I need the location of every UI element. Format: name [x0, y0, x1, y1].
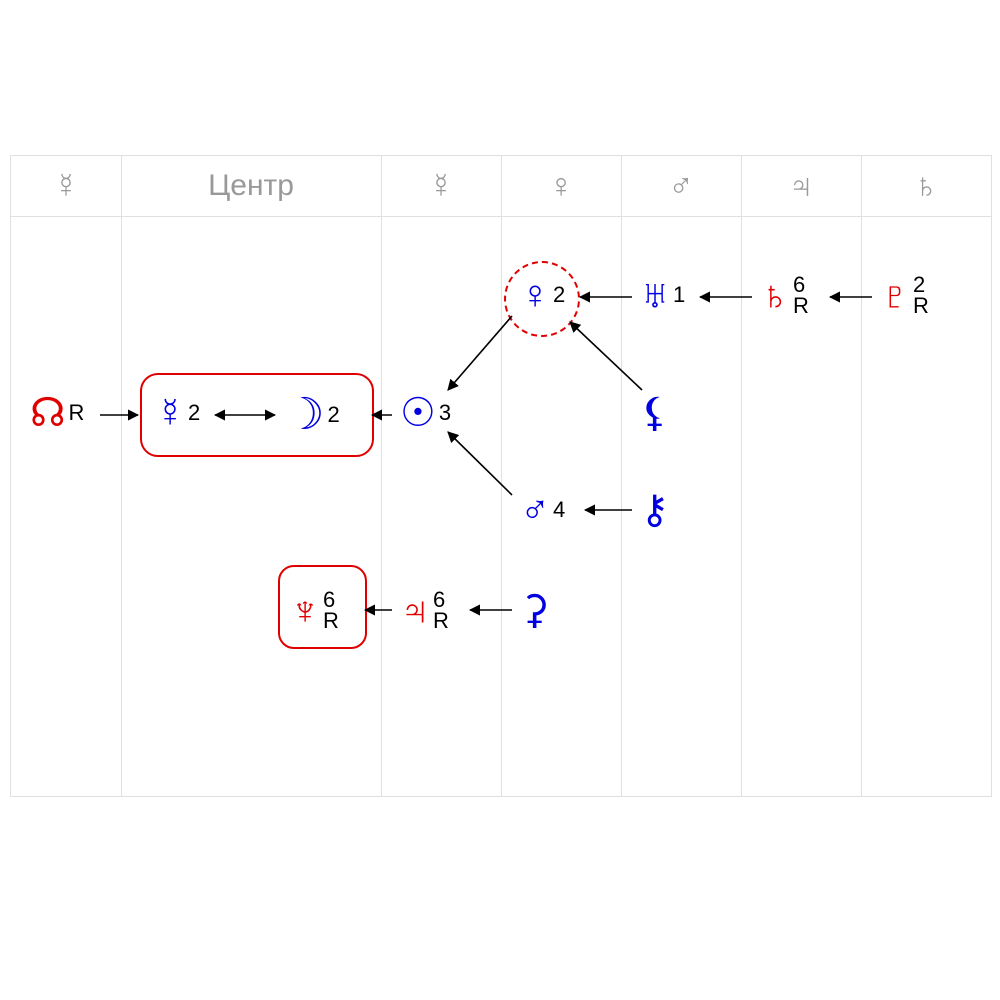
glyph-uranus: ♅: [640, 275, 670, 315]
label-uranus: 1: [673, 285, 685, 306]
glyph-moon: ☽: [285, 393, 324, 437]
glyph-lilith: ⚸: [640, 393, 669, 433]
column-header: ☿: [11, 156, 122, 216]
label-jupiter: 6R: [433, 590, 449, 632]
label-northnode: R: [69, 403, 85, 424]
node-moon: ☽ 2: [285, 393, 340, 437]
label-neptune: 6R: [323, 590, 339, 632]
column-header: ☿: [381, 156, 502, 216]
column-header: ♃: [741, 156, 862, 216]
node-sun: ☉ 3: [400, 393, 451, 433]
glyph-ceres: ⚳: [520, 590, 549, 630]
glyph-venus: ♀: [520, 275, 550, 315]
label-mars: 4: [553, 500, 565, 521]
label-moon: 2: [327, 405, 339, 426]
node-chiron: ⚷: [640, 490, 669, 530]
glyph-mercury: ☿: [155, 393, 185, 433]
glyph-saturn: ♄: [760, 276, 790, 316]
label-sun: 3: [439, 403, 451, 424]
label-pluto: 2R: [913, 275, 929, 317]
node-neptune: ♆ 6R: [290, 590, 339, 632]
column-header: ♄: [861, 156, 992, 216]
label-mercury: 2: [188, 403, 200, 424]
label-venus: 2: [553, 285, 565, 306]
column-header: ♂: [621, 156, 742, 216]
node-mars: ♂ 4: [520, 490, 565, 530]
glyph-jupiter: ♃: [400, 591, 430, 631]
node-northnode: ☊ R: [30, 393, 84, 433]
glyph-neptune: ♆: [290, 591, 320, 631]
label-saturn: 6R: [793, 275, 809, 317]
glyph-northnode: ☊: [30, 393, 66, 433]
glyph-pluto: ♇: [880, 276, 910, 316]
glyph-chiron: ⚷: [640, 490, 669, 530]
node-saturn: ♄ 6R: [760, 275, 809, 317]
column-grid: ☿Центр☿♀♂♃♄: [10, 155, 992, 797]
column-header: Центр: [121, 156, 382, 216]
node-jupiter: ♃ 6R: [400, 590, 449, 632]
node-venus: ♀ 2: [520, 275, 565, 315]
diagram-canvas: ☿Центр☿♀♂♃♄ ☊ R ☿ 2 ☽ 2 ☉ 3 ♀ 2 ♅ 1 ♄ 6R…: [0, 0, 1000, 1000]
node-ceres: ⚳: [520, 590, 549, 630]
node-mercury: ☿ 2: [155, 393, 200, 433]
column-header: ♀: [501, 156, 622, 216]
glyph-mars: ♂: [520, 490, 550, 530]
node-pluto: ♇ 2R: [880, 275, 929, 317]
glyph-sun: ☉: [400, 393, 436, 433]
node-lilith: ⚸: [640, 393, 669, 433]
node-uranus: ♅ 1: [640, 275, 685, 315]
